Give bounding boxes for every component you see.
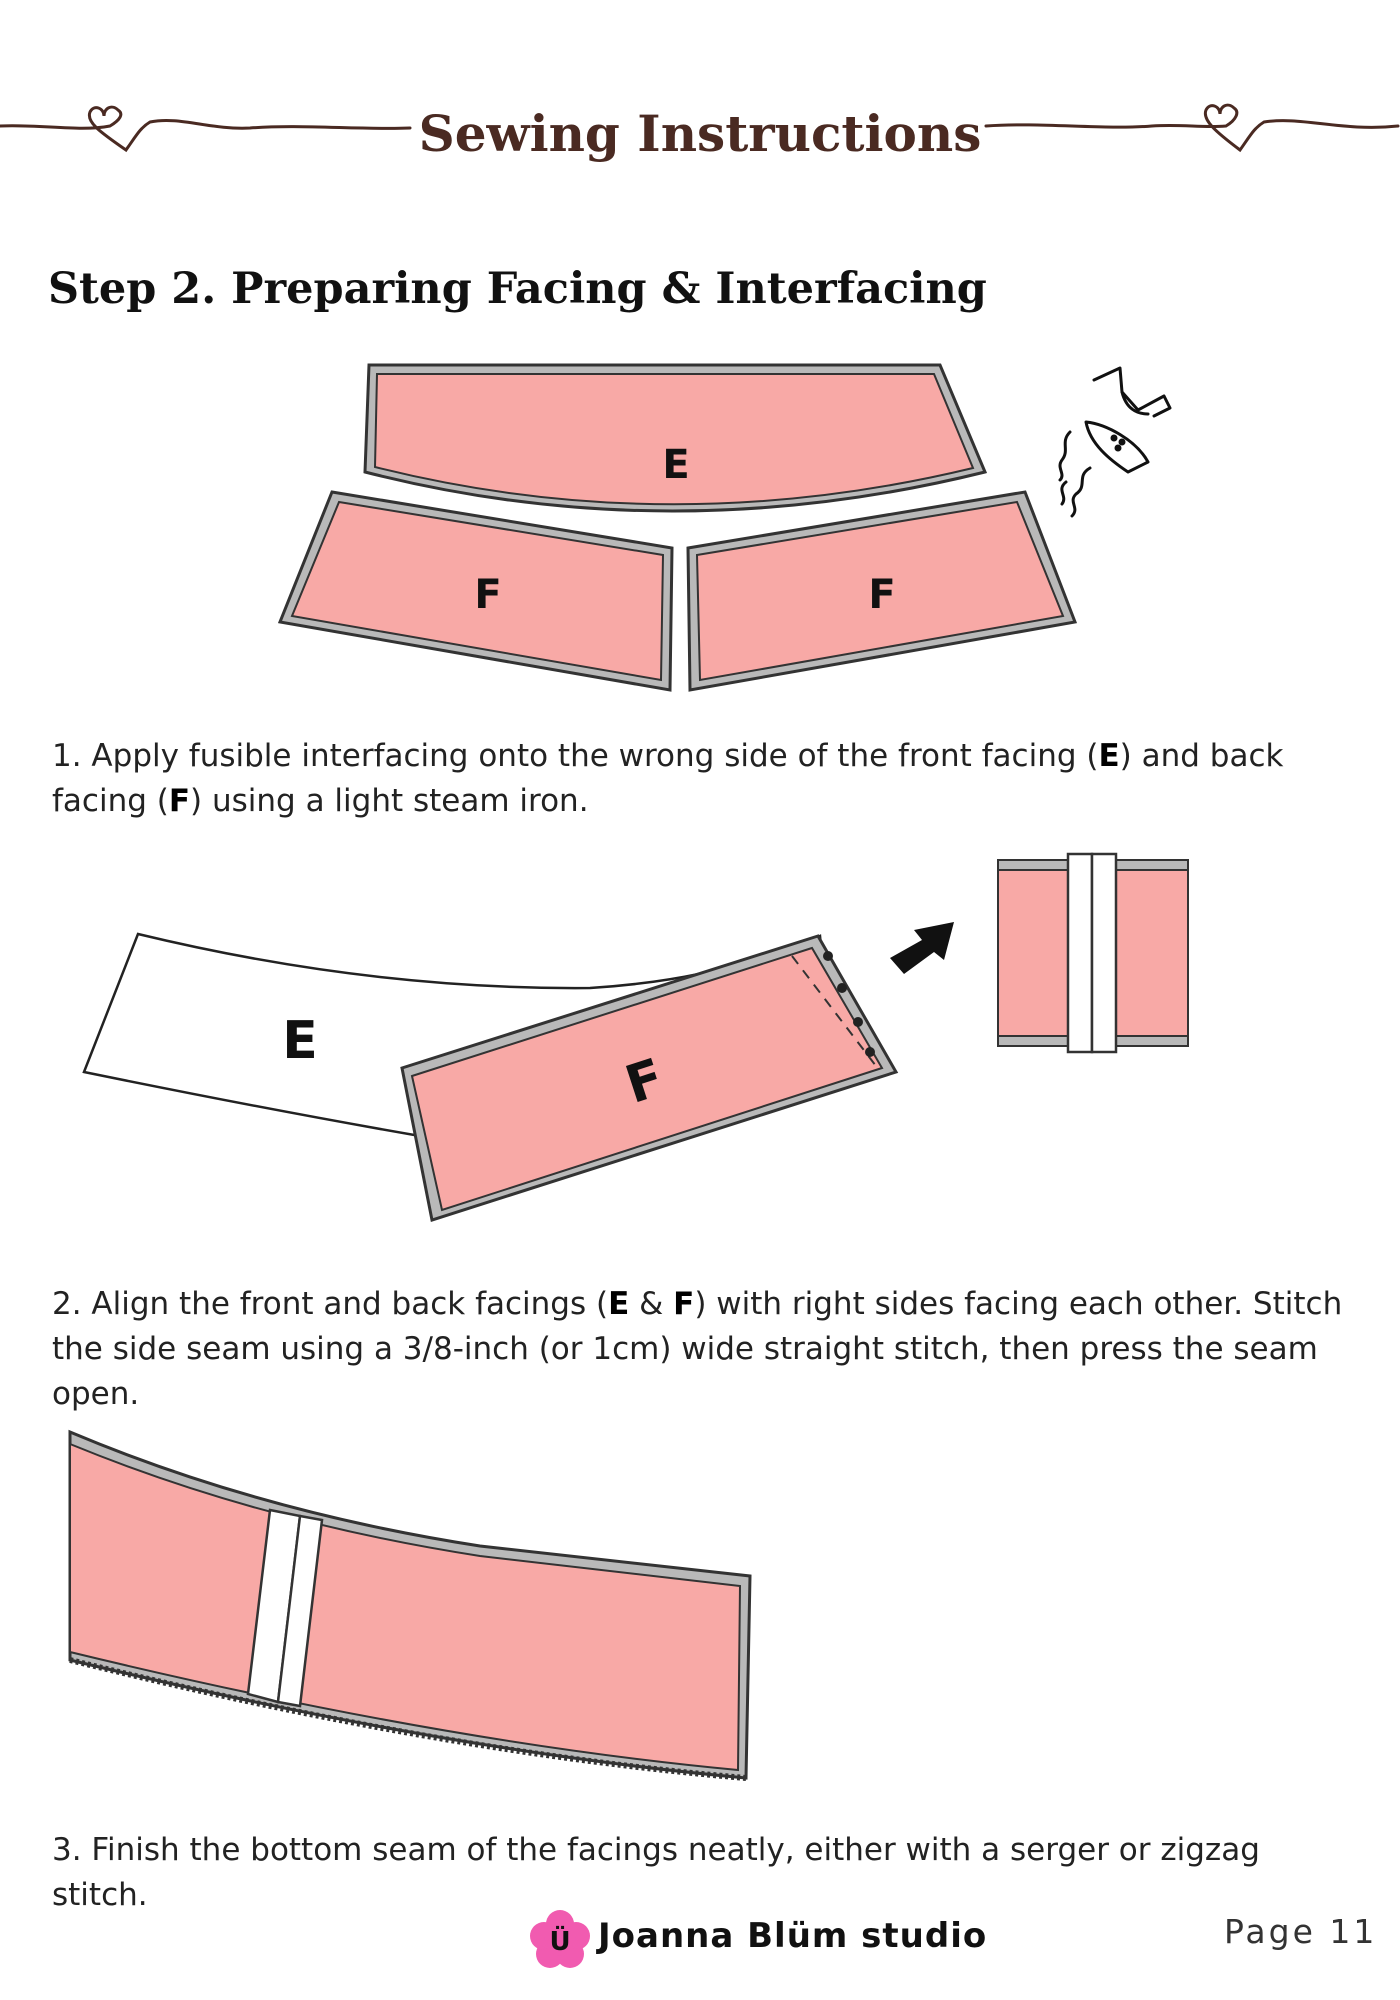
instruction-1: 1. Apply fusible interfacing onto the wr… [52,738,1284,819]
seam-pressed-open [997,852,1189,1054]
facing-piece-f-pink: F [400,934,899,1222]
heart-swirl-icon [0,105,412,153]
facing-piece-f-left: F [277,490,674,692]
facing-piece-f-right: F [686,490,1078,692]
facing-joined-strip [68,1429,752,1781]
brand-name: Joanna Blüm studio [598,1916,988,1956]
instruction-3: 3. Finish the bottom seam of the facings… [52,1832,1260,1913]
diagram-facing-pieces: E F F [277,363,1172,692]
piece-label-e: E [662,442,689,488]
steam-iron-icon [1058,366,1172,518]
instruction-2: 2. Align the front and back facings (E &… [52,1286,1343,1412]
page-number: Page 11 [1224,1912,1378,1951]
heart-swirl-icon [984,103,1400,153]
piece-label-f-right: F [868,572,895,618]
diagram-side-seam: E F [82,852,1189,1222]
header-ornament-right [984,103,1400,153]
arrow-icon [890,922,954,974]
piece-label-e: E [282,1011,318,1071]
piece-label-f-left: F [474,572,501,618]
step-title: Step 2. Preparing Facing & Interfacing [48,264,987,314]
facing-piece-e: E [363,363,988,513]
header-ornament-left [0,105,412,153]
diagram-finished-seam [68,1429,752,1781]
page-title: Sewing Instructions [418,104,982,163]
svg-text:Ü: Ü [549,1924,570,1957]
flower-logo-icon: Ü [530,1910,590,1968]
